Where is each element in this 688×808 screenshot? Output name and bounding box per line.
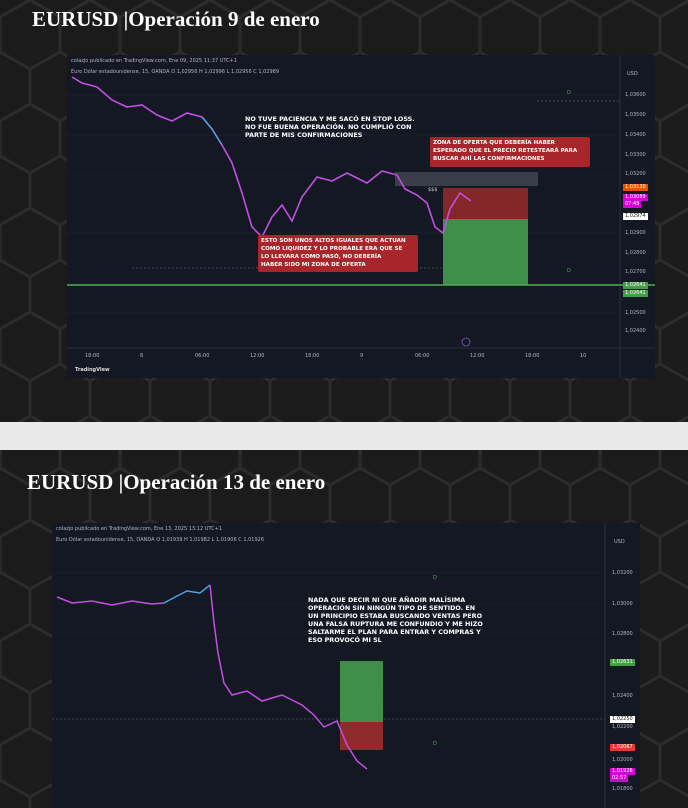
price-label: 02:57	[610, 775, 629, 782]
chart-graphics	[67, 55, 655, 378]
annotation-line: OPERACIÓN SIN NINGÚN TIPO DE SENTIDO. EN	[308, 604, 476, 612]
price-label: 1,03600	[625, 92, 646, 98]
price-label: 1,02067	[610, 744, 635, 751]
annotation-box	[258, 235, 418, 272]
section-title: EURUSD |Operación 9 de enero	[32, 7, 320, 31]
price-label: 1,02641	[623, 290, 648, 297]
annotation-line: ZONA DE OFERTA QUE DEBERÍA HABER	[433, 140, 555, 146]
section-title: EURUSD |Operación 13 de enero	[27, 470, 326, 494]
price-label: 1,02631	[610, 659, 635, 666]
price-label: 1,02641	[623, 282, 648, 289]
chart-marker: $$$	[428, 187, 438, 193]
price-label: 1,02974	[623, 213, 648, 220]
annotation-line: BUSCAR AHÍ LAS CONFIRMACIONES	[433, 156, 545, 162]
price-label: 1,02500	[625, 310, 646, 316]
annotation-line: HABER SIDO MI ZONA DE OFERTA	[261, 262, 366, 268]
price-label: 1,03400	[625, 132, 646, 138]
price-label: 1,02800	[625, 250, 646, 256]
price-label: 1,02000	[612, 757, 633, 763]
price-label: 1,03300	[625, 152, 646, 158]
price-label: 1,03500	[625, 112, 646, 118]
time-label: 06:00	[415, 353, 430, 359]
time-label: 8	[140, 353, 144, 359]
price-label: 1,03130	[623, 184, 648, 191]
price-label: 1,02200	[612, 724, 633, 730]
annotation-line: NADA QUE DECIR NI QUE AÑADIR MALÍSIMA	[308, 596, 466, 604]
annotation-line: SALTARME EL PLAN PARA ENTRAR Y COMPRAS Y	[308, 628, 481, 636]
separator	[0, 422, 688, 450]
chart-header: colazjo publicado en TradingView.com, En…	[56, 526, 223, 532]
tradingview-footer: TradingView	[75, 367, 110, 373]
price-label: 1,02250	[610, 716, 635, 723]
price-label: 1,03200	[625, 171, 646, 177]
annotation-line: UN PRINCIPIO ESTABA BUSCANDO VENTAS PERO	[308, 612, 483, 620]
annotation-line: ESO PROVOCÓ MI SL	[308, 636, 382, 644]
price-label: 07:49	[623, 201, 642, 208]
price-label: 1,03200	[612, 570, 633, 576]
price-label: 1,02900	[625, 230, 646, 236]
annotation-line: NO TUVE PACIENCIA Y ME SACÓ EN STOP LOSS…	[245, 115, 415, 123]
annotation-line: LO LLEVARA COMO PASÓ, NO DEBERÍA	[261, 254, 382, 260]
time-label: 18:00	[525, 353, 540, 359]
price-label: 1,02400	[612, 693, 633, 699]
price-label: 1,02400	[625, 328, 646, 334]
price-label: 1,02700	[625, 269, 646, 275]
time-label: 12:00	[470, 353, 485, 359]
chart-graphics	[52, 523, 606, 808]
chart-marker: D	[567, 90, 571, 96]
chart-legend: Euro Dólar estadounidense, 15, OANDA O 1…	[71, 69, 279, 75]
annotation-line: UNA FALSA RUPTURA ME CONFUNDIO Y ME HIZO	[308, 620, 483, 628]
time-label: 12:00	[250, 353, 265, 359]
chart-header: colazjo publicado en TradingView.com, En…	[71, 58, 238, 64]
annotation-line: ESPERADO QUE EL PRECIO RETESTEARÁ PARA	[433, 148, 578, 154]
chart-screenshot: colazjo publicado en TradingView.com, En…	[52, 523, 640, 808]
chart-screenshot: colazjo publicado en TradingView.com, En…	[67, 55, 655, 378]
annotation-line: ESTO SON UNOS ALTOS IGUALES QUE ACTUAN	[261, 238, 406, 244]
annotation-line: PARTE DE MIS CONFIRMACIONES	[245, 131, 363, 139]
time-label: 10	[580, 353, 587, 359]
chart-legend: Euro Dólar estadounidense, 15, OANDA O 1…	[56, 537, 264, 543]
annotation-box	[430, 137, 590, 167]
currency-label: USD	[614, 539, 625, 545]
currency-label: USD	[627, 71, 638, 77]
time-label: 18:00	[305, 353, 320, 359]
annotation-line: COMO LIQUIDEZ Y LO PROBABLE ERA QUE SE	[261, 246, 403, 252]
price-label: 1,03089	[623, 194, 648, 201]
time-label: 06:00	[195, 353, 210, 359]
annotation-line: NO FUE BUENA OPERACIÓN. NO CUMPLIÓ CON	[245, 123, 412, 131]
chart-marker: D	[567, 268, 571, 274]
time-label: 18:00	[85, 353, 100, 359]
price-label: 1,03000	[612, 601, 633, 607]
price-label: 1,01926	[610, 768, 635, 775]
time-label: 9	[360, 353, 364, 359]
price-label: 1,02800	[612, 631, 633, 637]
chart-marker: D	[433, 575, 437, 581]
chart-marker: D	[433, 741, 437, 747]
price-label: 1,01800	[612, 786, 633, 792]
